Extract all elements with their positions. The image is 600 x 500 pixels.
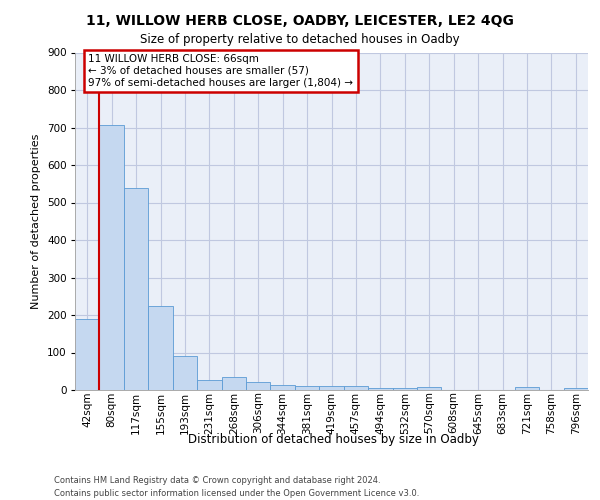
- Text: 11, WILLOW HERB CLOSE, OADBY, LEICESTER, LE2 4QG: 11, WILLOW HERB CLOSE, OADBY, LEICESTER,…: [86, 14, 514, 28]
- Text: Contains public sector information licensed under the Open Government Licence v3: Contains public sector information licen…: [54, 489, 419, 498]
- Bar: [563, 388, 588, 390]
- Bar: [344, 386, 368, 390]
- Bar: [368, 388, 392, 390]
- Bar: [173, 356, 197, 390]
- Y-axis label: Number of detached properties: Number of detached properties: [31, 134, 41, 309]
- Bar: [417, 387, 442, 390]
- Bar: [197, 380, 221, 390]
- Bar: [148, 306, 173, 390]
- Bar: [75, 319, 100, 390]
- Bar: [271, 385, 295, 390]
- Bar: [392, 388, 417, 390]
- Text: Size of property relative to detached houses in Oadby: Size of property relative to detached ho…: [140, 34, 460, 46]
- Bar: [124, 188, 148, 390]
- Bar: [319, 386, 344, 390]
- Bar: [515, 387, 539, 390]
- Bar: [100, 125, 124, 390]
- Bar: [295, 386, 319, 390]
- Text: Contains HM Land Registry data © Crown copyright and database right 2024.: Contains HM Land Registry data © Crown c…: [54, 476, 380, 485]
- Bar: [221, 377, 246, 390]
- Text: 11 WILLOW HERB CLOSE: 66sqm
← 3% of detached houses are smaller (57)
97% of semi: 11 WILLOW HERB CLOSE: 66sqm ← 3% of deta…: [88, 54, 353, 88]
- Text: Distribution of detached houses by size in Oadby: Distribution of detached houses by size …: [188, 432, 478, 446]
- Bar: [246, 382, 271, 390]
